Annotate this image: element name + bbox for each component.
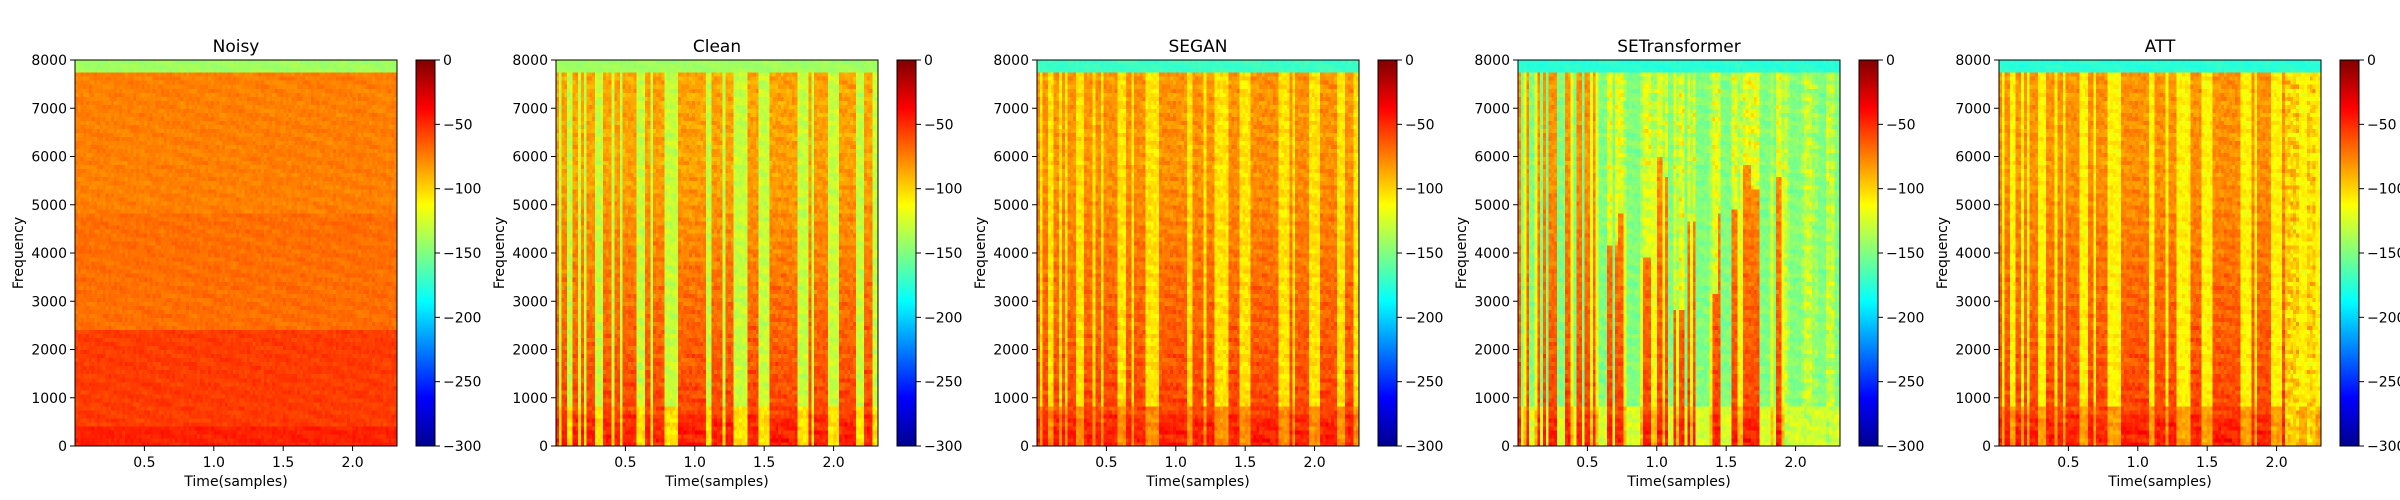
heatmap — [75, 60, 398, 447]
panel-noisy: Noisy0100020003000400050006000700080000.… — [11, 37, 481, 490]
